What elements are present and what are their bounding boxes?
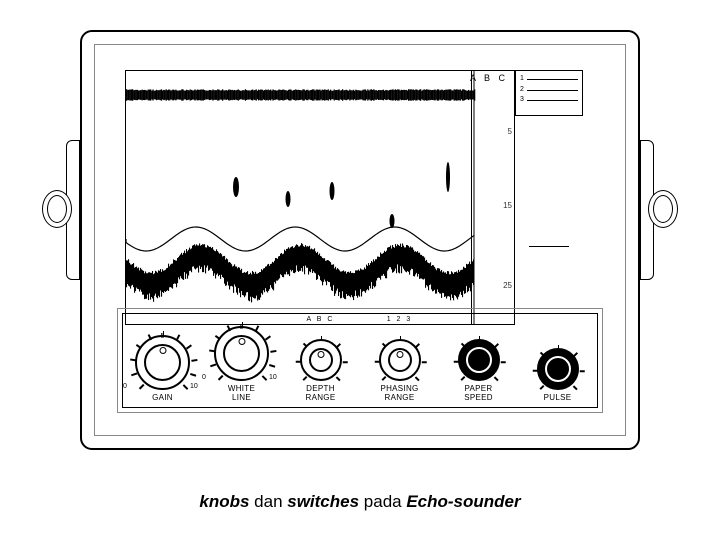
- legend-row-1: 1: [520, 74, 524, 85]
- legend-box: 1 2 3: [515, 70, 583, 116]
- controls-row: 0510GAIN0510WHITELINEA B CDEPTHRANGE1 2 …: [122, 313, 598, 408]
- knob-cell-gain: 0510GAIN: [123, 314, 202, 407]
- white-line-knob[interactable]: 0510: [214, 326, 269, 381]
- scale-25: 25: [503, 281, 512, 290]
- side-indicator: [529, 246, 569, 247]
- knob-top-label: 1 2 3: [387, 316, 413, 323]
- pulse-knob[interactable]: [537, 348, 579, 390]
- mount-knob-left[interactable]: [42, 170, 82, 250]
- knob-label: PHASINGRANGE: [380, 385, 418, 403]
- knob-cell-white-line: 0510WHITELINE: [202, 314, 281, 407]
- knob-label: WHITELINE: [228, 385, 255, 403]
- caption-w3: switches: [287, 492, 359, 511]
- knob-top-label: A B C: [307, 316, 335, 323]
- knob-num: 10: [190, 383, 198, 390]
- knob-cell-phasing-range: 1 2 3 PHASINGRANGE: [360, 314, 439, 407]
- knob-num: 5: [161, 333, 165, 340]
- knob-num: 10: [269, 374, 277, 381]
- device-frame: A B C 5 15 25 1 2 3 0510GAIN0510WHITELIN…: [80, 30, 640, 450]
- knob-cell-paper-speed: PAPERSPEED: [439, 314, 518, 407]
- mount-knob-right[interactable]: [638, 170, 678, 250]
- knob-num: 0: [123, 383, 127, 390]
- phasing-range-knob[interactable]: [379, 339, 421, 381]
- echogram-svg: [126, 71, 515, 325]
- scale-divider: [471, 71, 472, 324]
- legend-row-2: 2: [520, 85, 524, 96]
- device-inner: A B C 5 15 25 1 2 3 0510GAIN0510WHITELIN…: [94, 44, 626, 436]
- scale-15: 15: [503, 201, 512, 210]
- caption: knobs dan switches pada Echo-sounder: [0, 492, 720, 512]
- depth-range-knob[interactable]: [300, 339, 342, 381]
- caption-w2: dan: [249, 492, 287, 511]
- knob-num: 0: [202, 374, 206, 381]
- legend-panel: 1 2 3: [515, 70, 595, 325]
- knob-label: DEPTHRANGE: [306, 385, 336, 403]
- knob-label: PULSE: [544, 394, 572, 403]
- control-panel: 0510GAIN0510WHITELINEA B CDEPTHRANGE1 2 …: [117, 308, 603, 413]
- gain-knob[interactable]: 0510: [135, 335, 190, 390]
- paper-speed-knob[interactable]: [458, 339, 500, 381]
- caption-w4: pada: [359, 492, 406, 511]
- knob-label: GAIN: [152, 394, 173, 403]
- knob-num: 5: [240, 324, 244, 331]
- caption-w5: Echo-sounder: [406, 492, 520, 511]
- caption-w1: knobs: [199, 492, 249, 511]
- knob-cell-pulse: PULSE: [518, 314, 597, 407]
- legend-row-3: 3: [520, 95, 524, 106]
- knob-cell-depth-range: A B C DEPTHRANGE: [281, 314, 360, 407]
- echogram-display: A B C 5 15 25: [125, 70, 515, 325]
- knob-label: PAPERSPEED: [464, 385, 493, 403]
- scale-5: 5: [508, 127, 512, 136]
